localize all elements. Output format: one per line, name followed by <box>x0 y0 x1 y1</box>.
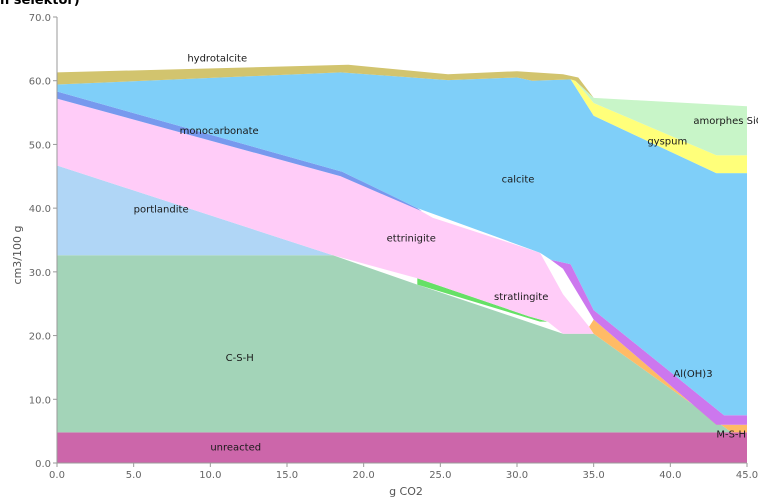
area-label: M-S-H <box>716 430 746 441</box>
plot-areas <box>57 65 747 463</box>
y-tick-label: 10.0 <box>29 395 51 406</box>
y-tick-label: 40.0 <box>29 204 51 215</box>
y-tick-label: 20.0 <box>29 332 51 343</box>
x-tick-label: 40.0 <box>659 470 681 481</box>
x-tick-label: 45.0 <box>736 470 758 481</box>
y-tick-label: 30.0 <box>29 268 51 279</box>
x-tick-label: 15.0 <box>276 470 298 481</box>
x-tick-label: 0.0 <box>49 470 65 481</box>
area-label: portlandite <box>134 205 189 216</box>
x-tick-label: 35.0 <box>583 470 605 481</box>
area-label: unreacted <box>210 442 261 453</box>
y-tick-label: 50.0 <box>29 140 51 151</box>
area-label: ettrinigite <box>387 233 436 244</box>
area-unreacted <box>57 432 747 463</box>
area-label: gyspum <box>647 136 687 147</box>
y-tick-label: 60.0 <box>29 77 51 88</box>
x-tick-label: 10.0 <box>199 470 221 481</box>
y-tick-label: 0.0 <box>35 459 51 470</box>
area-label: calcite <box>502 175 535 186</box>
x-tick-label: 20.0 <box>353 470 375 481</box>
area-label: Al(OH)3 <box>673 369 712 380</box>
y-axis-label: cm3/100 g <box>11 226 24 285</box>
x-tick-label: 5.0 <box>126 470 142 481</box>
area-label: stratlingite <box>494 292 548 303</box>
area-label: monocarbonate <box>180 126 259 137</box>
area-label: C-S-H <box>226 353 254 364</box>
area-label: hydrotalcite <box>187 54 247 65</box>
x-axis-label: g CO2 <box>389 485 423 498</box>
area-label: amorphes SiO2 <box>693 116 758 127</box>
x-tick-label: 30.0 <box>506 470 528 481</box>
x-tick-label: 25.0 <box>429 470 451 481</box>
y-tick-label: 70.0 <box>29 13 51 24</box>
